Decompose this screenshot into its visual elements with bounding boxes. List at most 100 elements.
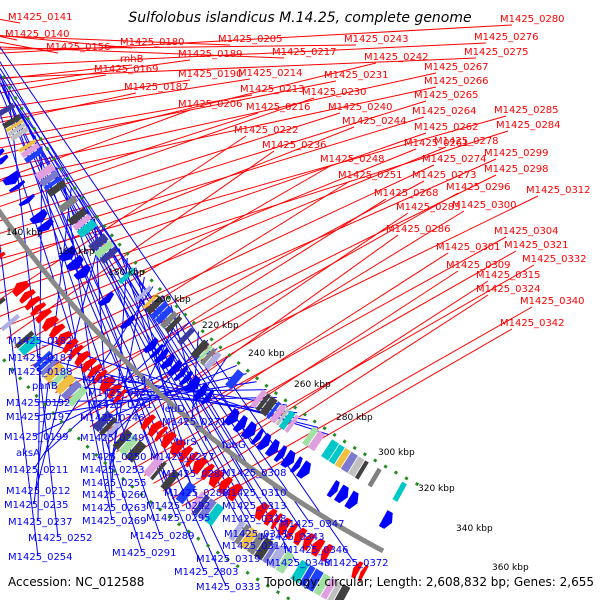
forward-gene-label: M1425_0156	[46, 42, 111, 53]
outer-cog-block	[313, 573, 331, 597]
reverse-gene-label: M1425_0269	[82, 516, 147, 527]
reverse-gene-label: M1425_0311	[224, 529, 289, 540]
forward-gene-label: M1425_0284	[496, 120, 561, 131]
forward-gene-label: M1425_0285	[494, 105, 559, 116]
inner-cog-block	[57, 195, 79, 213]
inner-cog-block	[275, 407, 290, 426]
forward-gene-label: M1425_0180	[120, 37, 185, 48]
reverse-gene-arrow	[0, 148, 5, 156]
reverse-leader-line	[111, 313, 181, 457]
reverse-gene-label: M1425_0346	[284, 545, 349, 556]
outer-cog-block	[327, 580, 343, 600]
outer-cog-block	[253, 537, 274, 561]
inner-cog-block	[46, 179, 67, 198]
outer-cog-block	[43, 361, 65, 383]
forward-leader-line	[0, 64, 133, 80]
inner-cog-block	[160, 310, 179, 330]
forward-leader-line	[14, 164, 333, 349]
forward-gene-arrow	[185, 451, 199, 468]
forward-gene-label: M1425_0332	[522, 254, 587, 265]
forward-gene-arrow	[112, 388, 128, 404]
reverse-gene-arrow	[289, 456, 303, 474]
inner-cog-block	[328, 444, 345, 465]
reverse-gene-label: M1425_0188	[8, 367, 73, 378]
forward-gene-label: M1425_0248	[320, 154, 385, 165]
reverse-gene-label: M1425_0260	[82, 490, 147, 501]
forward-gene-arrow	[218, 476, 234, 495]
tick-label: 240 kbp	[248, 349, 285, 359]
outer-cog-block	[14, 330, 35, 349]
gene-labels: M1425_0141 M1425_0140 M1425_0156 M1425_0180…	[4, 12, 591, 593]
forward-leader-line	[0, 115, 507, 260]
outer-cog-block	[246, 532, 266, 555]
outer-cog-block	[299, 565, 316, 588]
reverse-gene-label: M1425_0263	[82, 503, 147, 514]
reverse-gene-arrow	[280, 449, 296, 468]
inner-cog-block	[2, 113, 22, 129]
outer-cog-block	[49, 368, 70, 388]
tick-labels: 140 kbp 160 kbp 180 kbp 200 kbp 220 kbp 240 k…	[6, 228, 529, 573]
reverse-gene-label: M1425_0318	[222, 514, 287, 525]
forward-gene-arrow	[227, 483, 244, 502]
inner-cog-block	[255, 393, 272, 412]
reverse-gene-label: M1425_0252	[28, 533, 93, 544]
reverse-gene-arrow	[166, 359, 183, 376]
forward-gene-arrow	[147, 420, 164, 438]
reverse-gene-label: M1425_0314	[222, 541, 287, 552]
forward-gene-label: M1425_0236	[262, 140, 327, 151]
reverse-gene-label: M1425_0291	[112, 548, 177, 559]
inner-cog-block	[0, 80, 1, 84]
forward-gene-label: M1425_0300	[452, 200, 517, 211]
reverse-gene-arrow	[232, 415, 248, 433]
reverse-gene-label: M1425_0211	[4, 465, 69, 476]
forward-gene-arrow	[19, 289, 36, 304]
topology-label: Topology: circular; Length: 2,608,832 bp…	[264, 575, 594, 589]
inner-cog-block	[367, 467, 382, 488]
forward-gene-arrow	[74, 350, 91, 367]
outer-cog-block	[125, 440, 147, 463]
forward-gene-label: M1425_0190	[178, 69, 243, 80]
forward-leader-line	[0, 41, 59, 54]
reverse-gene-label: M1425_0343	[260, 532, 325, 543]
forward-leader-line	[0, 79, 191, 109]
forward-leader-line	[46, 180, 425, 385]
forward-gene-arrow	[107, 383, 123, 400]
outer-cog-block	[204, 503, 225, 526]
forward-gene-arrow	[293, 527, 308, 546]
reverse-leader-line	[93, 218, 113, 495]
inner-cog-block	[203, 351, 222, 371]
forward-leader-line	[0, 35, 231, 46]
forward-gene-label: M1425_0340	[520, 296, 585, 307]
tick-label: 140 kbp	[6, 228, 43, 238]
forward-gene-label: M1425_0274	[422, 154, 487, 165]
forward-leader-line	[0, 34, 133, 49]
reverse-gene-arrow	[178, 370, 194, 387]
forward-gene-arrow	[320, 543, 334, 562]
forward-gene-label: M1425_0261	[404, 138, 469, 149]
reverse-gene-arrow	[173, 365, 188, 382]
forward-gene-label: M1425_0242	[364, 52, 429, 63]
forward-gene-arrow	[254, 502, 270, 521]
forward-gene-label: M1425_0217	[272, 47, 337, 58]
forward-gene-label: M1425_0304	[494, 226, 559, 237]
reverse-leader-line	[109, 339, 209, 438]
forward-leader-line	[0, 135, 247, 301]
inner-cog-block	[7, 122, 27, 137]
forward-leader-line	[134, 250, 517, 469]
outer-cog-block	[66, 385, 88, 407]
outer-cog-block	[0, 313, 20, 332]
forward-gene-arrow	[277, 517, 293, 536]
forward-gene-label: M1425_0189	[178, 49, 243, 60]
outer-cog-block	[228, 520, 246, 542]
forward-gene-label: M1425_0309	[446, 260, 511, 271]
forward-leader-line	[0, 80, 337, 149]
tick-label: 260 kbp	[294, 380, 331, 390]
forward-gene-arrow	[285, 522, 299, 541]
forward-gene-arrow	[160, 431, 177, 449]
inner-cog-block	[392, 481, 407, 502]
forward-leader-line	[0, 24, 513, 54]
reverse-gene-label: M1425_0347	[280, 519, 345, 530]
forward-gene-arrow	[92, 369, 108, 385]
inner-cog-block	[99, 246, 119, 265]
